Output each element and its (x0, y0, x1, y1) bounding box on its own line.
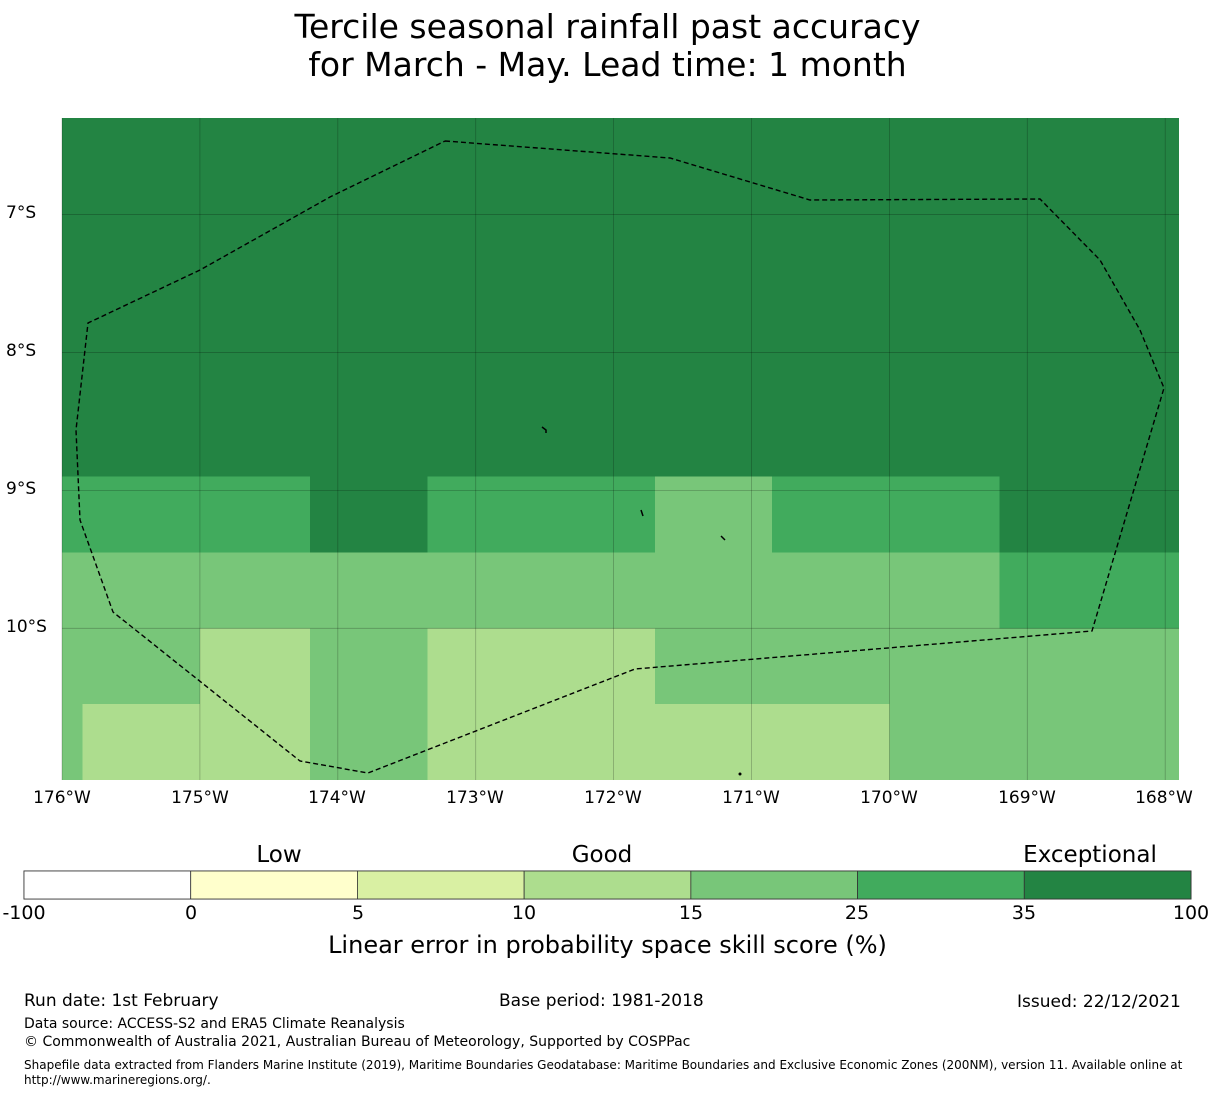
skill-cell (427, 476, 655, 553)
skill-cell (772, 476, 1000, 553)
map-title-line-2: for March - May. Lead time: 1 month (308, 45, 907, 84)
island-mark (720, 535, 726, 541)
shapefile-credit: Shapefile data extracted from Flanders M… (24, 1058, 1183, 1087)
colorbar-bin (857, 870, 1025, 900)
colorbar-tick: 100 (1172, 902, 1210, 924)
data-source: Data source: ACCESS-S2 and ERA5 Climate … (24, 1016, 405, 1032)
colorbar-bin (523, 870, 692, 900)
skill-cell (62, 628, 200, 705)
colorbar-category-good: Good (571, 842, 633, 868)
colorbar-tick: 15 (678, 902, 704, 924)
lat-label-8s: 8°S (6, 341, 37, 361)
eez-boundary (75, 140, 1165, 774)
skill-cell (199, 628, 311, 780)
map-gridlines (61, 118, 1179, 780)
colorbar-category-low: Low (256, 842, 302, 868)
skill-score-cells (62, 118, 1179, 780)
issued-date: Issued: 22/12/2021 (1017, 992, 1181, 1012)
lon-label-171w: 171°W (722, 788, 780, 808)
colorbar-tick: -100 (2, 902, 46, 924)
lon-label-168w: 168°W (1135, 788, 1193, 808)
lon-label-173w: 173°W (446, 788, 504, 808)
colorbar-bin (690, 870, 858, 900)
lon-label-175w: 175°W (171, 788, 229, 808)
skill-cell (62, 118, 1179, 477)
colorbar-tick: 35 (1011, 902, 1037, 924)
skill-cell (427, 628, 655, 780)
colorbar-tick: 25 (844, 902, 870, 924)
skill-cell (310, 628, 428, 780)
skill-cell (62, 476, 311, 553)
map-title-line-1: Tercile seasonal rainfall past accuracy (294, 7, 921, 46)
skill-cell (82, 704, 200, 780)
lat-label-7s: 7°S (6, 203, 37, 223)
lon-label-169w: 169°W (998, 788, 1056, 808)
skill-cell (999, 552, 1179, 629)
island-marks (541, 426, 742, 776)
colorbar-bin (190, 870, 358, 900)
base-period: Base period: 1981-2018 (499, 991, 704, 1011)
skill-cell (654, 704, 890, 780)
colorbar-tick: 0 (184, 902, 198, 924)
lat-label-10s: 10°S (6, 617, 47, 637)
colorbar-bin (1023, 870, 1192, 900)
run-date: Run date: 1st February (24, 991, 219, 1011)
skill-cell (310, 476, 428, 553)
skill-cell (999, 476, 1179, 553)
skill-cell (889, 704, 1179, 780)
colorbar-bins (23, 870, 1192, 900)
colorbar-tick: 10 (511, 902, 537, 924)
colorbar-bin (23, 870, 192, 900)
island-mark (738, 772, 742, 776)
lon-label-176w: 176°W (33, 788, 91, 808)
colorbar-tick: 5 (351, 902, 365, 924)
eez-boundary-line (75, 140, 1165, 774)
island-mark (541, 426, 547, 433)
lon-label-170w: 170°W (860, 788, 918, 808)
skill-cell (62, 552, 1000, 629)
island-mark (640, 509, 644, 517)
skill-cell (654, 476, 773, 553)
lon-label-172w: 172°W (584, 788, 642, 808)
lat-label-9s: 9°S (6, 479, 37, 499)
skill-cell (654, 628, 1179, 705)
lon-label-174w: 174°W (308, 788, 366, 808)
colorbar-bin (357, 870, 525, 900)
copyright-notice: © Commonwealth of Australia 2021, Austra… (24, 1034, 691, 1050)
colorbar-category-exceptional: Exceptional (1023, 842, 1157, 868)
skill-cell (62, 704, 83, 780)
colorbar-label: Linear error in probability space skill … (328, 931, 887, 959)
